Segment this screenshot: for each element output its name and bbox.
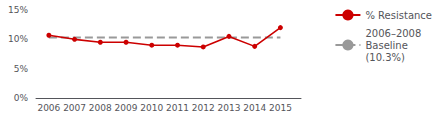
- svg-text:5%: 5%: [14, 64, 29, 74]
- svg-text:% Resistance: % Resistance: [365, 10, 432, 21]
- svg-text:2006: 2006: [37, 103, 60, 113]
- svg-text:10%: 10%: [8, 34, 28, 44]
- svg-text:2009: 2009: [115, 103, 138, 113]
- svg-text:2014: 2014: [243, 103, 266, 113]
- svg-text:2013: 2013: [218, 103, 241, 113]
- svg-text:15%: 15%: [8, 5, 28, 15]
- svg-text:2012: 2012: [192, 103, 215, 113]
- svg-text:2006–2008: 2006–2008: [365, 28, 421, 39]
- svg-text:2010: 2010: [140, 103, 163, 113]
- svg-text:(10.3%): (10.3%): [365, 52, 405, 63]
- svg-text:2015: 2015: [269, 103, 292, 113]
- svg-text:2007: 2007: [63, 103, 86, 113]
- svg-text:Baseline: Baseline: [365, 40, 407, 51]
- svg-text:2011: 2011: [166, 103, 189, 113]
- svg-text:2008: 2008: [89, 103, 112, 113]
- svg-text:0%: 0%: [14, 93, 29, 103]
